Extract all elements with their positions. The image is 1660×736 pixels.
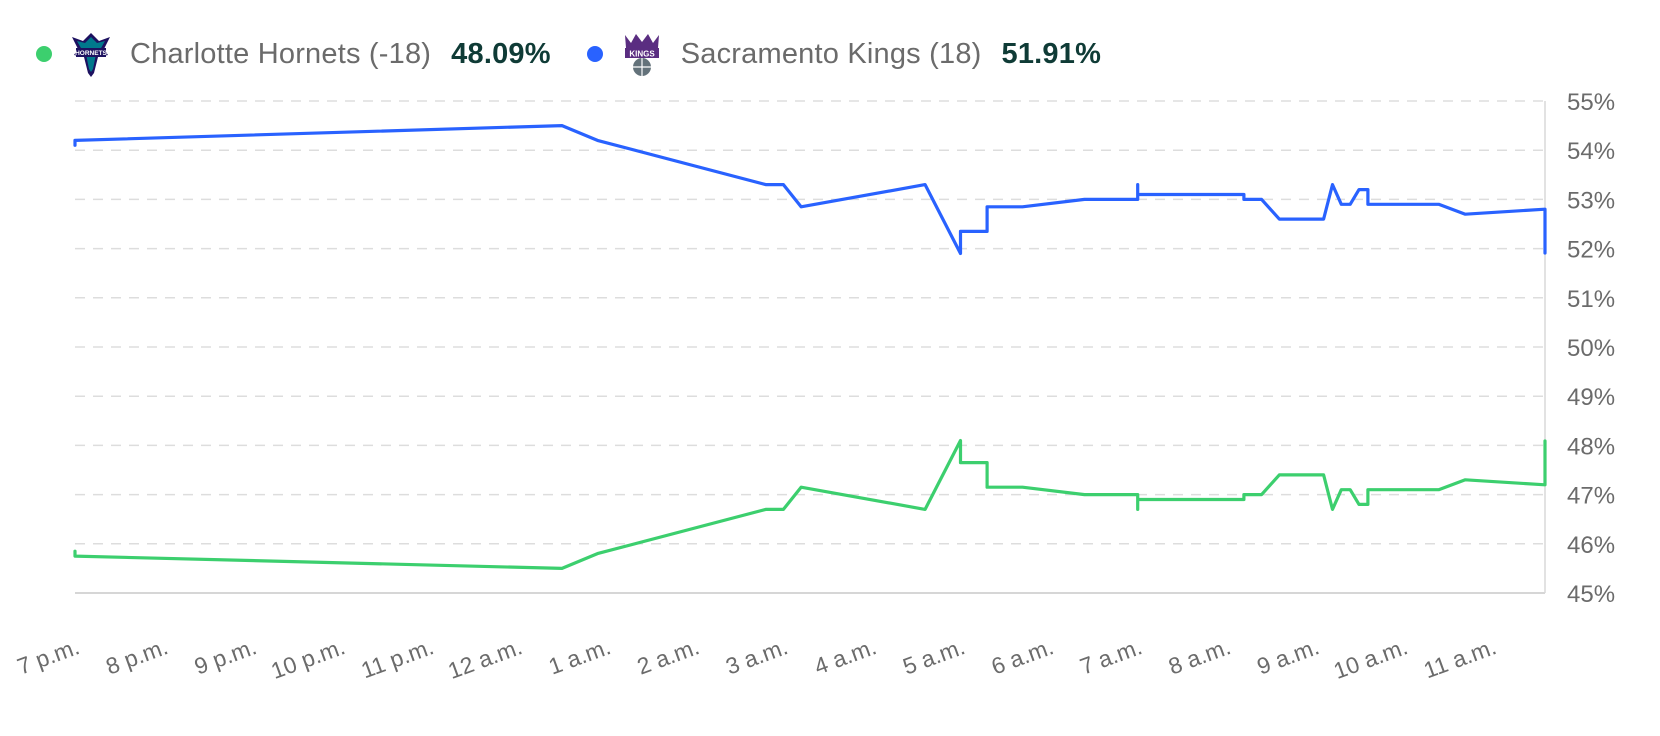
hornets-label: Charlotte Hornets (-18) <box>130 37 432 70</box>
x-tick-label: 9 a.m. <box>1254 633 1323 679</box>
y-tick-label: 47% <box>1567 483 1615 510</box>
y-tick-label: 46% <box>1567 532 1615 559</box>
kings-color-dot <box>586 46 603 62</box>
x-tick-label: 8 a.m. <box>1165 633 1234 679</box>
hornets-percentage: 48.09% <box>451 37 551 70</box>
kings-percentage: 51.91% <box>1001 37 1102 70</box>
hornets-color-dot <box>36 46 52 62</box>
y-tick-label: 53% <box>1567 187 1615 214</box>
charlotte-hornets-logo-icon: HORNETS <box>70 31 112 77</box>
series-line-sacramento-kings[interactable] <box>73 124 1547 256</box>
x-tick-label: 1 a.m. <box>545 633 614 679</box>
x-tick-label: 11 p.m. <box>358 633 437 683</box>
chart-legend: HORNETS Charlotte Hornets (-18) 48.09% K… <box>36 26 1137 82</box>
x-tick-label: 5 a.m. <box>899 633 968 679</box>
x-tick-label: 2 a.m. <box>634 633 703 679</box>
y-tick-label: 48% <box>1567 433 1615 460</box>
y-tick-label: 51% <box>1567 286 1615 313</box>
x-tick-label: 4 a.m. <box>811 633 880 679</box>
x-tick-label: 10 p.m. <box>267 633 348 684</box>
x-axis-ticks: 7 p.m. 8 p.m. 9 p.m. 10 p.m. 11 p.m. 12 a.m. 1… <box>14 633 1500 684</box>
grid-lines <box>75 100 1545 594</box>
x-tick-label: 9 p.m. <box>191 633 260 679</box>
y-tick-label: 50% <box>1567 335 1615 362</box>
y-tick-label: 49% <box>1567 384 1615 411</box>
kings-label: Sacramento Kings (18) <box>680 37 982 70</box>
legend-item-hornets[interactable]: HORNETS Charlotte Hornets (-18) 48.09% <box>36 31 551 77</box>
legend-item-kings[interactable]: KINGS Sacramento Kings (18) 51.91% <box>586 31 1102 77</box>
y-tick-label: 52% <box>1567 237 1615 264</box>
x-tick-label: 7 p.m. <box>14 633 83 679</box>
x-tick-label: 10 a.m. <box>1330 633 1411 684</box>
chart-series <box>73 124 1547 570</box>
x-tick-label: 3 a.m. <box>722 633 791 679</box>
kings-logo-wordmark: KINGS <box>629 50 655 59</box>
y-tick-label: 55% <box>1567 89 1615 116</box>
x-tick-label: 12 a.m. <box>444 633 525 684</box>
y-tick-label: 54% <box>1567 138 1615 165</box>
x-tick-label: 7 a.m. <box>1076 633 1145 679</box>
hornets-logo-wordmark: HORNETS <box>75 50 107 57</box>
y-axis-ticks: 55% 54% 53% 52% 51% 50% 49% 48% 47% 46% 45% <box>1567 89 1615 608</box>
x-tick-label: 11 a.m. <box>1420 633 1499 683</box>
series-line-charlotte-hornets[interactable] <box>73 438 1547 570</box>
y-tick-label: 45% <box>1567 581 1615 608</box>
sacramento-kings-logo-icon: KINGS <box>621 31 663 77</box>
x-tick-label: 8 p.m. <box>102 633 171 679</box>
x-tick-label: 6 a.m. <box>988 633 1057 679</box>
